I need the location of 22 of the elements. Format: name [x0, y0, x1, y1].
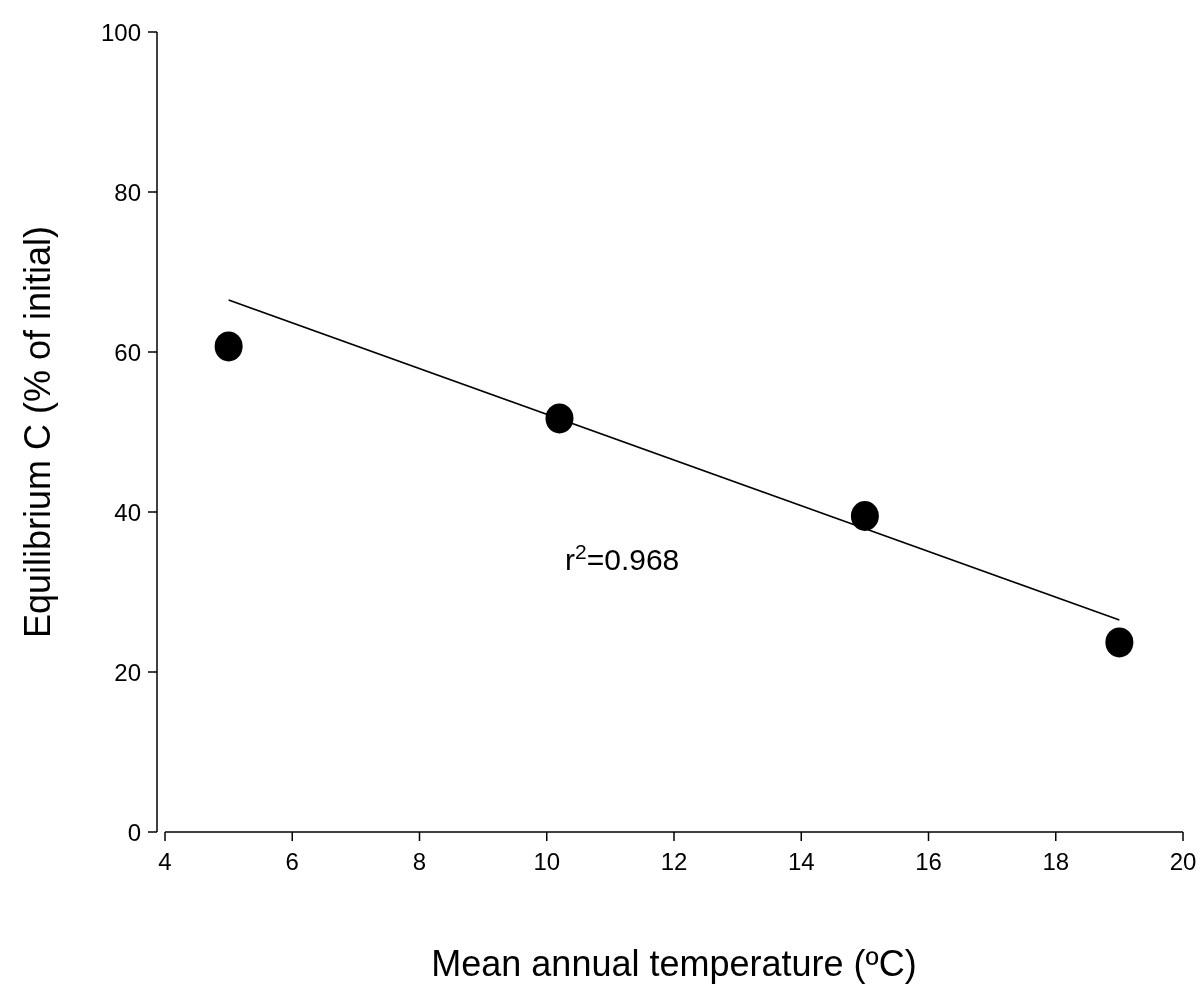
x-tick-label: 20	[1169, 848, 1197, 875]
point	[545, 403, 574, 434]
y-tick-label: 20	[114, 658, 141, 686]
y-tick-label: 80	[114, 178, 141, 206]
x-tick-label: 10	[533, 848, 561, 875]
y-tick-label: 40	[114, 498, 141, 526]
x-tick-label: 4	[158, 848, 172, 875]
x-tick-label: 8	[412, 848, 427, 875]
x-tick-label: 16	[915, 848, 942, 875]
x-tick-label: 6	[285, 848, 299, 875]
point	[850, 501, 879, 531]
x-axis-title: Mean annual temperature (ºC)	[431, 943, 917, 984]
x-tick-label: 18	[1042, 848, 1070, 875]
y-tick-label: 100	[100, 18, 141, 46]
x-tick-label: 14	[787, 848, 815, 875]
x-tick-label: 12	[660, 848, 688, 875]
annotation: r$^{2}$=0.968	[565, 539, 680, 576]
y-tick-label: 60	[114, 338, 141, 366]
point	[214, 331, 243, 362]
y-tick-label: 0	[127, 818, 141, 846]
point	[1105, 627, 1134, 658]
y-axis-title: Equilibrium C (% of initial)	[17, 225, 58, 639]
